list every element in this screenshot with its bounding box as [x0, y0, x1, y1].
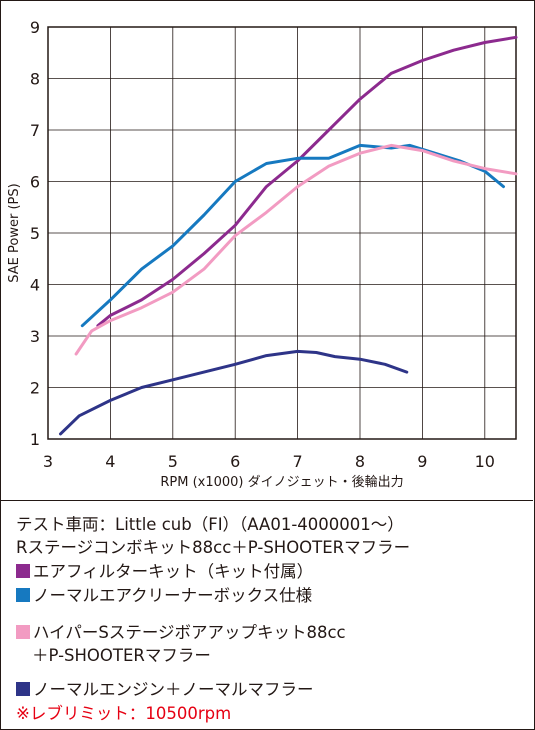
legend-item-bore-up: ハイパーSステージボアアップキット88cc — [16, 621, 346, 644]
y-tick-label: 7 — [30, 121, 40, 140]
legend-label: ハイパーSステージボアアップキット88cc — [33, 623, 346, 642]
navy-swatch — [16, 682, 30, 696]
y-tick-label: 1 — [30, 430, 40, 449]
vehicle-kit: Rステージコンボキット88cc＋P-SHOOTERマフラー — [16, 538, 411, 557]
y-tick-label: 5 — [30, 224, 40, 243]
y-tick-label: 6 — [30, 173, 40, 192]
legend-item-normal-airbox: ノーマルエアクリーナーボックス仕様 — [16, 584, 312, 607]
series-line-2 — [80, 143, 505, 328]
y-tick-label: 3 — [30, 327, 40, 346]
series-line-4 — [59, 349, 409, 436]
y-tick-label: 4 — [30, 276, 40, 295]
y-tick-label: 9 — [30, 18, 40, 37]
series-line-1 — [96, 35, 518, 328]
x-tick-label: 5 — [168, 452, 178, 471]
y-tick-label: 8 — [30, 70, 40, 89]
x-tick-label: 4 — [105, 452, 115, 471]
y-tick-label: 2 — [30, 379, 40, 398]
grid — [48, 27, 516, 439]
x-tick-label: 6 — [230, 452, 240, 471]
tick-labels: 3 4 5 6 7 8 9 10 1 2 3 4 5 6 7 8 9 — [30, 18, 495, 471]
x-tick-label: 3 — [43, 452, 53, 471]
legend-item-air-filter: エアフィルターキット（キット付属） — [16, 560, 313, 583]
legend-label: ノーマルエンジン＋ノーマルマフラー — [33, 680, 314, 699]
x-tick-label: 10 — [475, 452, 495, 471]
x-tick-label: 7 — [293, 452, 303, 471]
rev-limit-note: ※レブリミット：10500rpm — [16, 704, 232, 723]
legend-panel: テスト車両：Little cub（FI）（AA01-4000001～） Rステー… — [0, 500, 533, 730]
y-axis-label: SAE Power (PS) — [7, 183, 22, 282]
purple-swatch — [16, 564, 30, 578]
legend-label: ノーマルエアクリーナーボックス仕様 — [33, 586, 313, 605]
legend-label: エアフィルターキット（キット付属） — [33, 562, 314, 581]
x-tick-label: 9 — [417, 452, 427, 471]
vehicle-info: テスト車両：Little cub（FI）（AA01-4000001～） — [16, 515, 404, 534]
series-lines — [59, 35, 518, 436]
series-line-3 — [74, 143, 518, 356]
blue-swatch — [16, 588, 30, 602]
legend-item-normal-engine: ノーマルエンジン＋ノーマルマフラー — [16, 678, 314, 701]
pink-swatch — [16, 625, 30, 639]
power-chart: 3 4 5 6 7 8 9 10 1 2 3 4 5 6 7 8 9 RPM (x1000) ダイノジェット・後… — [7, 18, 518, 490]
legend-item-bore-up-cont: ＋P-SHOOTERマフラー — [32, 646, 211, 665]
x-tick-label: 8 — [355, 452, 365, 471]
x-axis-label: RPM (x1000) ダイノジェット・後輪出力 — [160, 474, 403, 490]
